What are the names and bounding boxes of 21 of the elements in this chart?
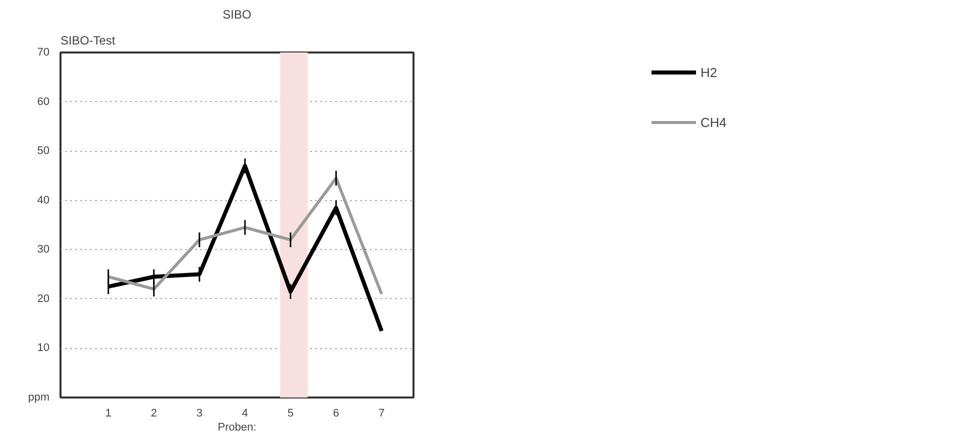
- y-tick-label: 40: [37, 194, 50, 206]
- y-tick-label: 50: [37, 145, 50, 158]
- x-tick-label: 4: [242, 408, 248, 420]
- x-axis-title: Proben:: [218, 422, 256, 434]
- x-tick-label: 7: [378, 408, 385, 420]
- y-tick-label: 10: [37, 342, 50, 354]
- x-tick-label: 5: [287, 408, 294, 420]
- line-series: [106, 176, 384, 296]
- y-tick-label: 60: [37, 96, 50, 108]
- x-tick-label: 1: [105, 408, 112, 420]
- y-tick-label: 30: [37, 244, 50, 256]
- y-tick-label: 20: [37, 292, 50, 305]
- x-tick-label: 6: [333, 408, 340, 420]
- y-tick-label: ppm: [28, 392, 50, 404]
- chart-title: SIBO: [222, 8, 252, 22]
- legend-label: H2: [700, 64, 718, 80]
- legend-label: CH4: [700, 114, 727, 130]
- text: SIBO-Test: [60, 34, 116, 48]
- y-tick-label: 70: [37, 46, 50, 58]
- x-tick-label: 3: [196, 408, 202, 420]
- x-tick-label: 2: [150, 408, 157, 420]
